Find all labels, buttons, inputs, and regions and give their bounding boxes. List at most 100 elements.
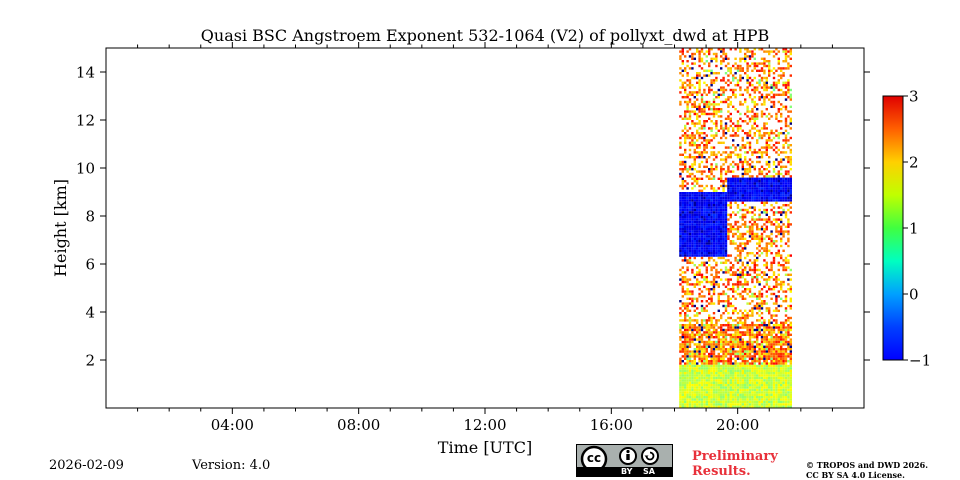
heatmap-cell: [734, 187, 737, 190]
heatmap-cell: [739, 249, 742, 252]
heatmap-cell: [741, 187, 744, 190]
heatmap-cell: [681, 278, 684, 281]
heatmap-cell: [688, 309, 692, 312]
heatmap-cell: [780, 194, 783, 197]
heatmap-cell: [722, 369, 725, 372]
heatmap-cell: [717, 338, 720, 341]
heatmap-cell: [710, 199, 713, 202]
heatmap-cell: [686, 50, 689, 53]
heatmap-cell: [787, 352, 790, 356]
heatmap-cell: [751, 261, 754, 264]
heatmap-cell: [770, 405, 773, 408]
heatmap-cell: [768, 180, 771, 183]
heatmap-cell: [768, 348, 771, 351]
heatmap-cell: [684, 280, 687, 284]
heatmap-cell: [712, 216, 716, 219]
heatmap-cell: [777, 403, 780, 406]
heatmap-cell: [691, 177, 694, 180]
heatmap-cell: [684, 86, 687, 89]
heatmap-cell: [765, 393, 768, 396]
heatmap-cell: [780, 362, 783, 365]
heatmap-cell: [746, 208, 749, 212]
heatmap-cell: [770, 276, 773, 279]
heatmap-cell: [768, 396, 771, 399]
heatmap-cell: [727, 74, 730, 77]
heatmap-cell: [758, 192, 761, 195]
heatmap-cell: [787, 158, 790, 161]
heatmap-cell: [712, 259, 716, 262]
heatmap-cell: [710, 331, 713, 334]
heatmap-cell: [688, 115, 692, 118]
heatmap-cell: [772, 168, 776, 171]
heatmap-cell: [724, 242, 728, 245]
heatmap-cell: [712, 201, 716, 204]
heatmap-cell: [765, 201, 768, 204]
heatmap-cell: [789, 290, 792, 293]
heatmap-cell: [727, 127, 730, 130]
heatmap-cell: [700, 141, 704, 144]
heatmap-cell: [744, 364, 747, 368]
heatmap-cell: [717, 220, 720, 224]
heatmap-cell: [784, 98, 788, 101]
heatmap-cell: [681, 84, 684, 87]
heatmap-cell: [784, 129, 788, 132]
heatmap-cell: [787, 396, 790, 399]
heatmap-cell: [751, 295, 754, 298]
heatmap-cell: [679, 278, 682, 281]
heatmap-cell: [772, 194, 776, 197]
heatmap-cell: [710, 254, 713, 257]
heatmap-cell: [729, 386, 732, 389]
heatmap-cell: [696, 170, 699, 173]
heatmap-cell: [770, 204, 773, 207]
heatmap-cell: [777, 192, 780, 195]
heatmap-cell: [717, 396, 720, 399]
heatmap-cell: [708, 48, 711, 51]
heatmap-cell: [729, 230, 732, 233]
heatmap-cell: [684, 391, 687, 394]
heatmap-cell: [686, 60, 689, 63]
heatmap-cell: [732, 93, 735, 96]
heatmap-cell: [720, 55, 723, 58]
heatmap-cell: [775, 314, 778, 317]
heatmap-cell: [760, 218, 764, 221]
heatmap-cell: [708, 177, 711, 180]
heatmap-cell: [787, 355, 790, 358]
heatmap-cell: [756, 64, 759, 68]
heatmap-cell: [729, 376, 732, 380]
heatmap-cell: [780, 218, 783, 221]
heatmap-cell: [693, 196, 696, 200]
heatmap-cell: [751, 348, 754, 351]
heatmap-cell: [784, 165, 788, 168]
heatmap-cell: [681, 240, 684, 243]
heatmap-cell: [739, 340, 742, 344]
heatmap-cell: [756, 86, 759, 89]
heatmap-cell: [787, 372, 790, 375]
heatmap-cell: [724, 271, 728, 274]
heatmap-cell: [782, 249, 785, 252]
heatmap-cell: [765, 146, 768, 149]
heatmap-cell: [760, 247, 764, 250]
heatmap-cell: [691, 237, 694, 240]
heatmap-cell: [710, 369, 713, 372]
heatmap-cell: [729, 182, 732, 185]
heatmap-cell: [715, 328, 718, 332]
heatmap-cell: [775, 165, 778, 168]
heatmap-cell: [724, 180, 728, 183]
heatmap-cell: [763, 124, 766, 128]
heatmap-cell: [748, 211, 752, 214]
heatmap-cell: [693, 393, 696, 396]
heatmap-cell: [768, 285, 771, 288]
heatmap-cell: [789, 151, 792, 154]
heatmap-cell: [765, 367, 768, 370]
heatmap-cell: [691, 352, 694, 356]
heatmap-cell: [744, 237, 747, 240]
heatmap-cell: [746, 364, 749, 368]
colorbar-tick-label: 2: [909, 154, 919, 172]
heatmap-cell: [734, 76, 737, 80]
heatmap-cell: [710, 357, 713, 360]
heatmap-cell: [705, 300, 708, 303]
heatmap-cell: [756, 225, 759, 228]
heatmap-cell: [696, 244, 699, 248]
heatmap-cell: [681, 50, 684, 53]
heatmap-cell: [756, 252, 759, 255]
